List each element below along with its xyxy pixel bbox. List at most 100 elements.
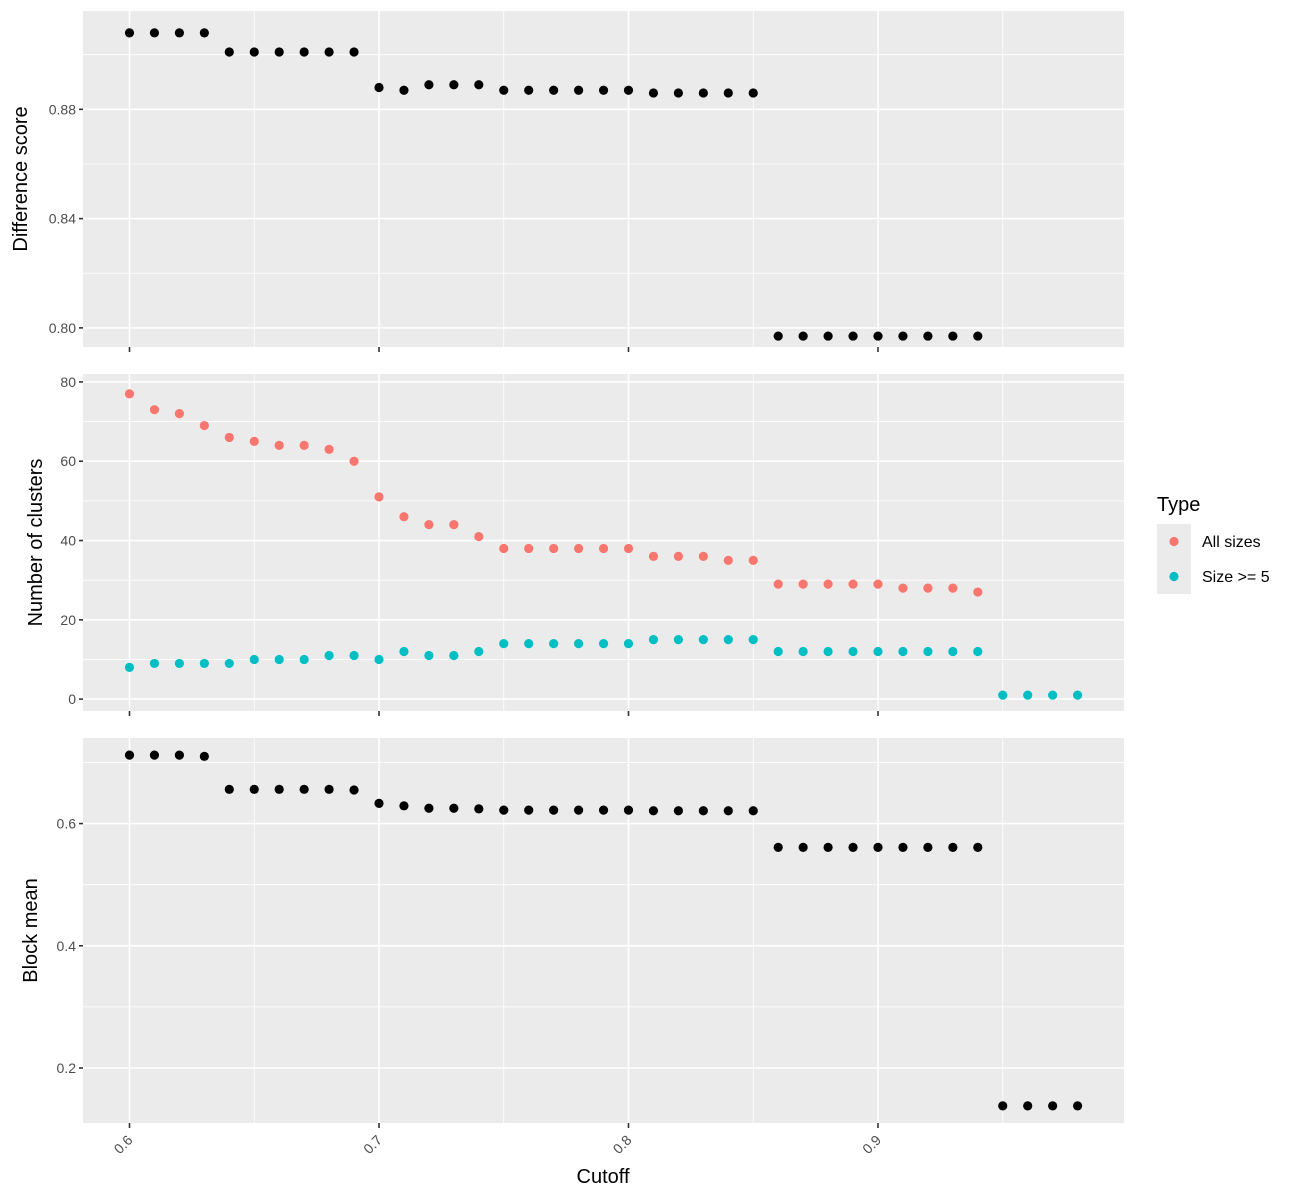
data-point (574, 639, 584, 649)
data-point (698, 551, 708, 561)
data-point (299, 654, 309, 665)
data-point (898, 331, 908, 341)
data-point (598, 543, 609, 554)
data-point (598, 85, 609, 95)
y-tick-label: 80 (60, 374, 76, 390)
data-point (299, 784, 309, 794)
y-tick-label: 0.4 (57, 938, 77, 954)
data-point (823, 331, 833, 341)
data-point (124, 389, 135, 399)
y-tick-label: 0 (68, 691, 76, 707)
data-point (349, 650, 359, 661)
data-point (1023, 690, 1033, 700)
data-point (873, 331, 883, 341)
y-tick-label: 40 (60, 533, 76, 549)
data-point (199, 420, 209, 431)
data-point (374, 82, 384, 93)
data-point (524, 85, 534, 95)
data-point (399, 512, 409, 522)
panels: 0.80 0.84 0.88 Difference score 0 20 40 60 80 Num… (10, 11, 1124, 1128)
data-point (973, 331, 983, 341)
data-point (648, 806, 659, 816)
data-point (873, 842, 883, 852)
y-tick-label: 0.2 (57, 1060, 77, 1076)
data-point (324, 444, 334, 454)
data-point (449, 803, 459, 813)
data-point (174, 750, 184, 760)
data-point (174, 409, 184, 419)
data-point (224, 658, 234, 669)
y-axis-title: Number of clusters (25, 459, 47, 627)
data-point (349, 47, 359, 57)
data-point (424, 80, 434, 90)
data-point (499, 543, 509, 554)
data-point (224, 47, 234, 57)
y-axis-title: Difference score (10, 106, 32, 251)
data-point (873, 579, 883, 589)
series-points-0 (124, 28, 983, 341)
data-point (549, 639, 559, 649)
data-point (124, 662, 135, 672)
data-point (274, 440, 284, 450)
data-point (698, 88, 708, 98)
data-point (1048, 690, 1058, 700)
data-point (449, 520, 459, 530)
data-point (149, 658, 160, 669)
data-point (723, 88, 733, 98)
data-point (349, 785, 359, 795)
data-point (174, 28, 184, 38)
data-point (673, 551, 684, 561)
data-point (524, 639, 534, 649)
data-point (823, 842, 833, 852)
data-point (898, 646, 908, 657)
data-point (873, 646, 883, 657)
data-point (249, 654, 259, 665)
data-point (948, 583, 958, 593)
data-point (798, 331, 808, 341)
x-axis-title: Cutoff (577, 1166, 630, 1188)
data-point (249, 47, 259, 57)
data-point (199, 751, 209, 761)
data-point (998, 1101, 1008, 1111)
data-point (374, 654, 384, 665)
data-point (848, 842, 858, 852)
data-point (623, 805, 634, 815)
data-point (823, 579, 833, 589)
x-tick-label: 0.8 (610, 1132, 635, 1157)
panel-difference: 0.80 0.84 0.88 Difference score (10, 11, 1124, 352)
data-point (124, 750, 135, 760)
data-point (499, 85, 509, 95)
y-tick-label: 0.84 (49, 211, 76, 227)
data-point (449, 80, 459, 90)
data-point (948, 646, 958, 657)
data-point (224, 784, 234, 794)
data-point (424, 650, 434, 661)
y-axis-title: Block mean (20, 878, 42, 983)
legend-label: Size >= 5 (1202, 569, 1270, 586)
data-point (574, 85, 584, 95)
data-point (324, 650, 334, 661)
data-point (524, 805, 534, 815)
data-point (399, 85, 409, 95)
data-point (723, 555, 733, 565)
data-point (449, 650, 459, 661)
series-points-0 (124, 750, 1083, 1111)
data-point (848, 579, 858, 589)
data-point (773, 579, 783, 589)
data-point (524, 543, 534, 554)
data-point (848, 331, 858, 341)
data-point (424, 803, 434, 813)
data-point (748, 806, 758, 816)
data-point (549, 805, 559, 815)
x-tick-label: 0.6 (111, 1132, 136, 1157)
data-point (773, 331, 783, 341)
data-point (673, 806, 684, 816)
y-tick-label: 20 (60, 612, 76, 628)
data-point (199, 658, 209, 669)
data-point (374, 798, 384, 808)
data-point (898, 842, 908, 852)
data-point (574, 543, 584, 554)
data-point (923, 842, 933, 852)
data-point (574, 805, 584, 815)
